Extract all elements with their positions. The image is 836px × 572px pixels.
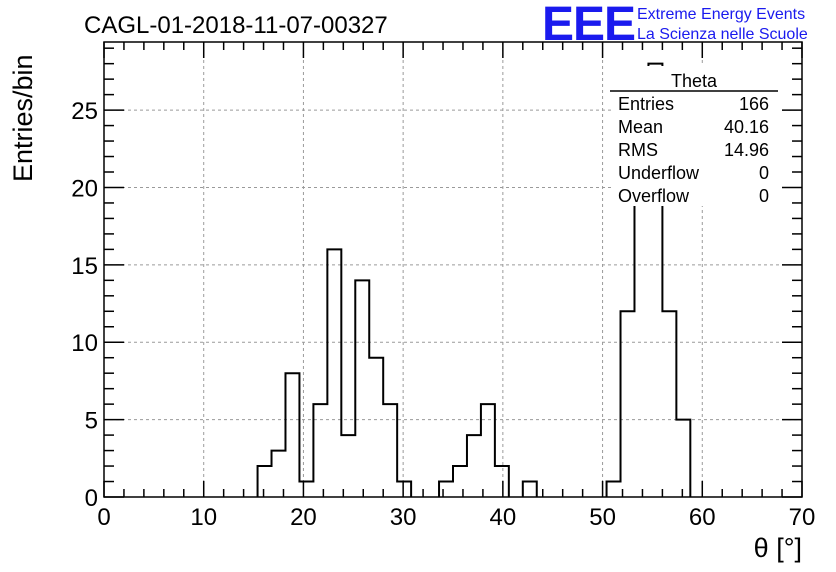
y-tick-label: 25 [71, 98, 98, 125]
histogram-bin [607, 482, 621, 497]
y-tick-label: 0 [85, 485, 98, 512]
run-title: CAGL-01-2018-11-07-00327 [84, 12, 388, 39]
histogram-outline [256, 62, 692, 497]
axis-ticks [103, 42, 803, 498]
y-tick-label: 15 [71, 253, 98, 280]
histogram-bin [523, 482, 537, 497]
y-tick-label: 10 [71, 330, 98, 357]
histogram-bin [397, 482, 411, 497]
histogram-bin [383, 404, 397, 497]
x-tick-label: 20 [290, 504, 317, 531]
x-tick-label: 10 [190, 504, 217, 531]
eee-logo-text: EEE [542, 0, 635, 51]
plot-frame [103, 41, 803, 498]
y-axis-label: Entries/bin [8, 54, 38, 182]
histogram-bin [327, 249, 341, 497]
histogram-bin [313, 404, 327, 497]
stats-value-overflow: 0 [759, 186, 769, 206]
histogram-bin [355, 280, 369, 497]
stats-label-overflow: Overflow [618, 186, 690, 206]
stats-label-mean: Mean [618, 117, 663, 137]
histogram-bin [341, 435, 355, 497]
histogram-bin [481, 404, 495, 497]
histogram-bin [467, 435, 481, 497]
stats-box: Theta Entries 166 Mean 40.16 RMS 14.96 U… [610, 66, 780, 206]
stats-value-rms: 14.96 [724, 140, 769, 160]
logo-line-1: Extreme Energy Events [637, 6, 805, 23]
histogram-bin [662, 311, 676, 497]
histogram-bin [621, 311, 635, 497]
histogram-bin [676, 420, 690, 497]
histogram-bin [285, 373, 299, 497]
x-tick-label: 60 [689, 504, 716, 531]
x-tick-label: 70 [789, 504, 816, 531]
stats-value-entries: 166 [739, 94, 769, 114]
stats-value-underflow: 0 [759, 163, 769, 183]
histogram-bin [439, 482, 453, 497]
histogram-bin [299, 482, 313, 497]
histogram-bin [453, 466, 467, 497]
y-tick-label: 5 [85, 408, 98, 435]
stats-label-underflow: Underflow [618, 163, 700, 183]
stats-value-mean: 40.16 [724, 117, 769, 137]
histogram-bin [495, 466, 509, 497]
x-tick-label: 40 [490, 504, 517, 531]
eee-logo: EEE Extreme Energy Events La Scienza nel… [542, 0, 808, 51]
x-axis-label: θ [°] [754, 533, 802, 563]
stats-box-background [612, 66, 780, 206]
histogram-bin [369, 358, 383, 497]
logo-line-2: La Scienza nelle Scuole [637, 26, 808, 43]
x-tick-label: 30 [390, 504, 417, 531]
stats-label-rms: RMS [618, 140, 658, 160]
x-tick-label: 50 [589, 504, 616, 531]
tick-labels: 0 10 20 30 40 50 60 70 0 5 10 15 20 25 [71, 98, 815, 531]
grid-lines [104, 42, 802, 497]
stats-title: Theta [671, 71, 718, 91]
stats-label-entries: Entries [618, 94, 674, 114]
x-tick-label: 0 [97, 504, 110, 531]
histogram-bin [258, 466, 272, 497]
y-tick-label: 20 [71, 175, 98, 202]
